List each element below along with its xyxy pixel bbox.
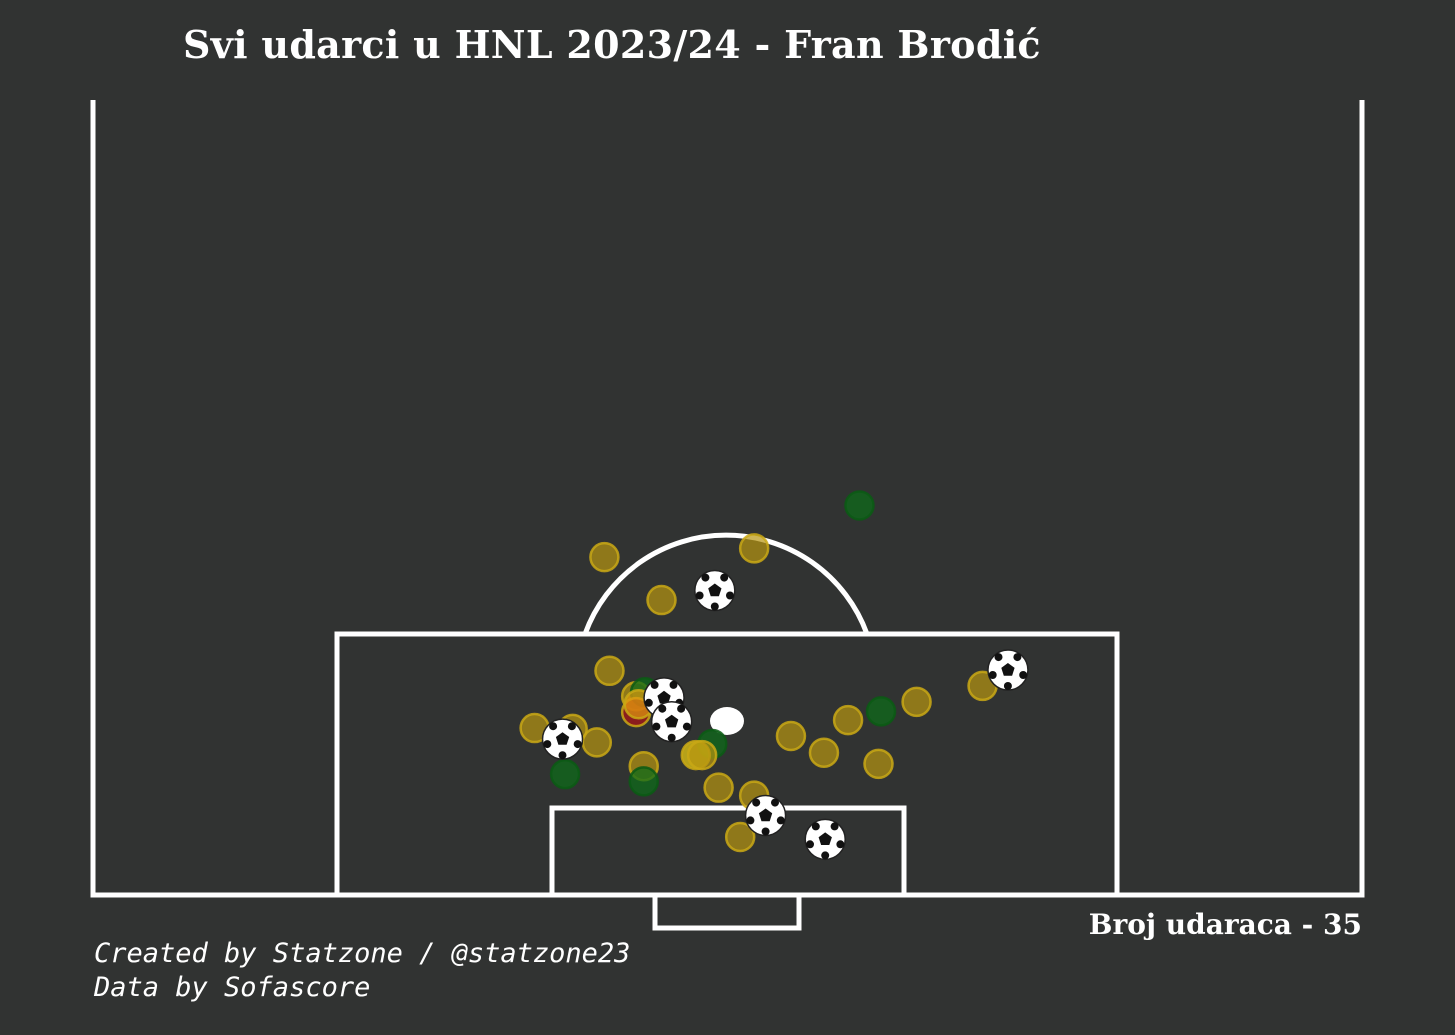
shot-saved-marker: [646, 584, 677, 616]
shot-goal-ball: [804, 818, 846, 861]
shot-saved-marker: [775, 720, 807, 752]
shot-saved-marker: [594, 655, 625, 687]
shots-layer: [519, 490, 1029, 861]
shot-goal-ball: [744, 794, 787, 837]
shot-missed-marker: [865, 696, 897, 727]
shot-goal-ball: [694, 569, 736, 612]
credits: Created by Statzone / @statzone23 Data b…: [94, 937, 630, 1005]
shot-saved-marker: [863, 748, 894, 780]
credit-data-source: Data by Sofascore: [94, 972, 371, 1003]
shot-saved-marker: [832, 704, 864, 736]
shot-missed-marker: [628, 766, 659, 797]
shot-saved-marker: [901, 686, 932, 718]
shot-count: Broj udaraca - 35: [1088, 908, 1362, 941]
shot-saved-marker: [703, 772, 734, 803]
pitch-lines: [90, 100, 1365, 931]
shot-missed-marker: [844, 490, 875, 521]
six-yard-box: [549, 805, 907, 898]
penalty-spot: [710, 707, 744, 735]
shot-goal-ball: [987, 649, 1029, 691]
shot-saved-marker: [738, 533, 770, 564]
shot-saved-marker: [589, 541, 620, 573]
shot-saved-marker: [686, 739, 718, 771]
penalty-arc: [582, 532, 870, 635]
shot-missed-marker: [549, 758, 581, 790]
goal-frame: [652, 892, 802, 931]
shot-goal-ball: [541, 718, 584, 760]
shot-saved-marker: [724, 821, 756, 853]
shot-saved-marker: [808, 737, 840, 768]
shot-saved-marker: [581, 727, 613, 758]
shot-goal-ball: [650, 700, 693, 743]
chart-title: Svi udarci u HNL 2023/24 - Fran Brodić: [183, 22, 1041, 67]
credit-created-by: Created by Statzone / @statzone23: [94, 938, 631, 969]
